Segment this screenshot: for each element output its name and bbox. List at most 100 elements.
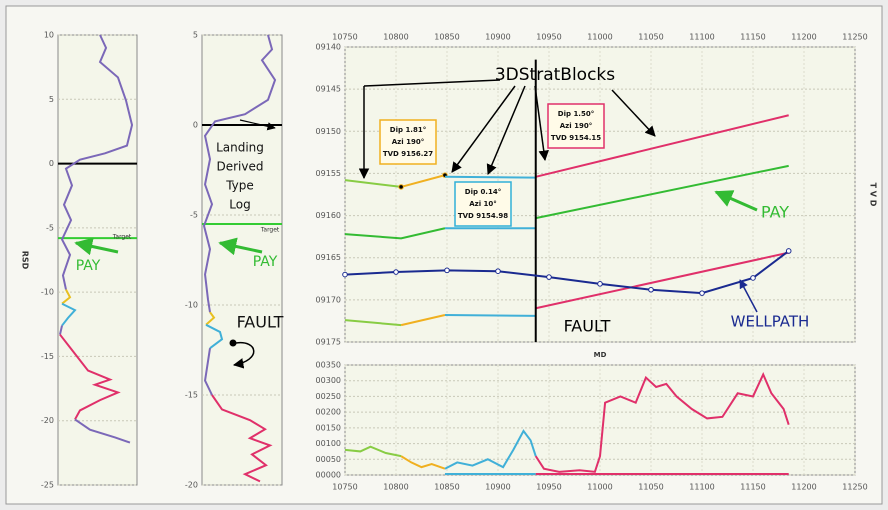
fault-point — [229, 339, 237, 347]
x-axis-label: MD — [594, 351, 607, 359]
y-tick-label: 00000 — [316, 471, 341, 480]
point — [444, 267, 450, 274]
series-line — [344, 250, 790, 295]
annotation: Target — [260, 227, 280, 234]
y-tick-label: 00200 — [316, 408, 341, 417]
y-tick-label: 0 — [193, 121, 198, 130]
y-tick-label: -15 — [185, 391, 198, 400]
point — [546, 274, 552, 280]
arrow — [534, 85, 549, 162]
y-tick-label: 09150 — [316, 127, 341, 136]
info-text: Azi 10° — [469, 200, 497, 208]
info-text: TVD 9156.27 — [383, 150, 433, 158]
series-line — [59, 325, 64, 335]
annotation: PAY — [253, 254, 278, 270]
y-tick-label: -5 — [46, 223, 54, 232]
point — [398, 184, 404, 190]
series-line — [444, 175, 536, 179]
y-tick-label: -15 — [41, 352, 54, 361]
y-tick-label: 10 — [44, 31, 54, 40]
info-text: Dip 1.50° — [558, 110, 594, 118]
x-tick-label: 11050 — [638, 483, 663, 492]
x-tick-label: 10800 — [383, 483, 408, 492]
annotation: Target — [112, 234, 132, 241]
series-line — [211, 394, 273, 483]
series-line — [344, 179, 402, 188]
series-line — [400, 174, 446, 188]
x-tick-label: 11000 — [587, 483, 612, 492]
point — [495, 268, 501, 275]
arrow — [714, 190, 758, 212]
x-tick-label: 10950 — [536, 483, 561, 492]
y-tick-label: 0 — [49, 159, 54, 168]
point — [342, 271, 348, 278]
y-tick-label: 09170 — [316, 295, 341, 304]
series-line — [61, 302, 77, 327]
info-box — [379, 119, 437, 165]
y-tick-label: -5 — [190, 211, 198, 220]
y-tick-label: 09140 — [316, 43, 341, 52]
arrow — [739, 279, 758, 313]
info-box — [547, 103, 605, 149]
series-line — [74, 418, 131, 444]
arrow — [611, 89, 656, 137]
series-line — [534, 371, 790, 473]
info-text: Azi 190° — [560, 122, 592, 130]
annotation: Type — [225, 179, 254, 193]
y-tick-label: 00300 — [316, 376, 341, 385]
annotation: 3DStratBlocks — [495, 65, 615, 85]
point — [597, 281, 603, 287]
annotation: FAULT — [237, 313, 284, 332]
y-tick-label: -10 — [41, 288, 54, 297]
annotation: PAY — [76, 258, 101, 274]
x-tick-label: 11100 — [689, 33, 714, 42]
y-axis-label: RSD — [21, 251, 30, 270]
x-tick-label: 11100 — [689, 483, 714, 492]
annotation: FAULT — [564, 317, 611, 336]
info-text: Azi 190° — [392, 138, 424, 146]
y-tick-label: 09175 — [316, 338, 341, 347]
y-tick-label: 00150 — [316, 423, 341, 432]
x-tick-label: 10750 — [332, 483, 357, 492]
x-tick-label: 11250 — [842, 483, 867, 492]
series-line — [205, 311, 216, 326]
series-line — [61, 289, 72, 305]
plot-area — [57, 34, 138, 486]
y-tick-label: 00250 — [316, 392, 341, 401]
x-tick-label: 11150 — [740, 483, 765, 492]
arrow — [486, 85, 526, 175]
info-text: Dip 1.81° — [390, 126, 426, 134]
y-tick-label: -20 — [185, 481, 198, 490]
info-text: Dip 0.14° — [465, 188, 501, 196]
annotation: WELLPATH — [731, 313, 810, 331]
series-line — [535, 164, 789, 220]
series-line — [204, 348, 213, 396]
x-tick-label: 10850 — [434, 33, 459, 42]
x-tick-label: 10900 — [485, 33, 510, 42]
point — [648, 286, 654, 293]
series-line — [535, 114, 789, 178]
series-line — [205, 323, 224, 350]
info-text: TVD 9154.15 — [551, 134, 601, 142]
y-tick-label: 00050 — [316, 455, 341, 464]
annotation: Landing — [216, 141, 264, 155]
x-tick-label: 11150 — [740, 33, 765, 42]
x-tick-label: 11000 — [587, 33, 612, 42]
series-line — [60, 34, 134, 290]
annotation: PAY — [761, 203, 789, 222]
series-line — [344, 445, 402, 458]
y-tick-label: 09160 — [316, 211, 341, 220]
series-line — [400, 455, 446, 470]
x-tick-label: 10900 — [485, 483, 510, 492]
x-tick-label: 11050 — [638, 33, 663, 42]
y-tick-label: -10 — [185, 301, 198, 310]
x-tick-label: 10850 — [434, 483, 459, 492]
arrow — [239, 119, 276, 131]
series-line — [59, 333, 121, 420]
arrow — [74, 237, 119, 256]
point — [750, 275, 756, 281]
y-tick-label: 5 — [49, 95, 54, 104]
x-tick-label: 11200 — [791, 483, 816, 492]
series-line — [535, 251, 789, 310]
point — [699, 290, 705, 296]
